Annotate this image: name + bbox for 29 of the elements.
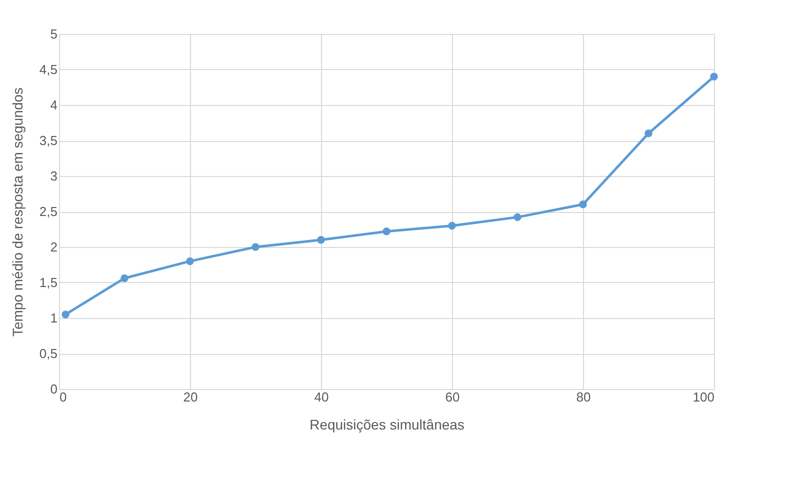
x-tick-label: 80: [576, 390, 591, 404]
point: [710, 72, 718, 80]
y-tick-label: 3: [50, 168, 58, 184]
point: [382, 228, 390, 236]
y-tick-label: 1,5: [39, 275, 58, 290]
x-axis-title: Requisições simultâneas: [310, 416, 464, 432]
y-tick-label: 3,5: [39, 133, 58, 148]
x-tick-label: 0: [60, 390, 67, 404]
x-tick-label: 40: [314, 390, 329, 404]
point: [186, 257, 194, 266]
x-tick-label: 60: [445, 390, 460, 404]
point: [448, 222, 456, 230]
y-tick-label: 2,5: [39, 204, 58, 219]
y-tick-label: 1: [50, 310, 58, 326]
point: [62, 310, 70, 318]
point: [120, 274, 128, 282]
point: [644, 130, 652, 138]
y-tick-label: 0,5: [39, 346, 58, 361]
y-tick-label: 4,5: [39, 62, 58, 77]
x-tick-label: 20: [183, 390, 198, 404]
point: [579, 200, 587, 208]
y-axis-title: Tempo médio de resposta em segundos: [9, 87, 26, 337]
x-tick-label: 100: [692, 390, 714, 404]
y-tick-label: 2: [50, 240, 58, 254]
point: [317, 236, 325, 244]
point: [252, 243, 260, 251]
y-tick-label: 4: [50, 98, 58, 112]
point: [514, 213, 522, 222]
y-tick-label: 5: [50, 26, 58, 42]
